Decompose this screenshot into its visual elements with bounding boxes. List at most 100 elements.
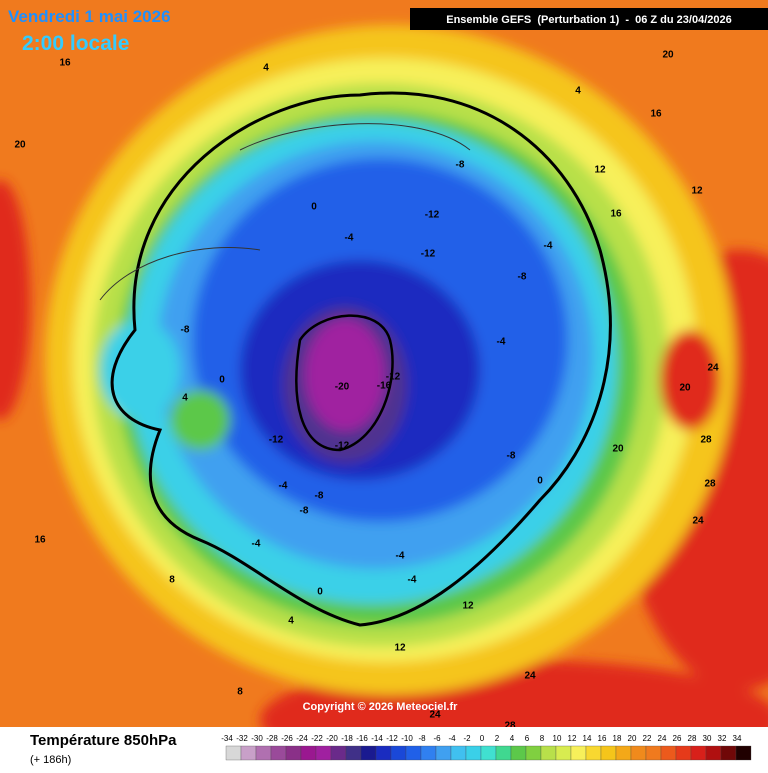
contour-label: 16 [610,209,622,220]
scale-cell [630,745,647,761]
contour-label: -8 [507,451,516,462]
contour-label: -16 [377,381,392,392]
contour-label: 12 [691,186,703,197]
scale-cell [480,745,497,761]
contour-label: -12 [425,210,440,221]
scale-label: 34 [733,734,742,743]
contour-label: 12 [594,165,606,176]
date: Vendredi 1 mai 2026 [8,7,171,26]
contour-label: -4 [252,539,261,550]
scale-cell [735,745,752,761]
local-time: 2:00 locale [22,32,129,55]
scale-cell [615,745,632,761]
scale-label: 26 [673,734,682,743]
scale-label: -24 [296,734,308,743]
contour-label: 16 [59,58,71,69]
scale-cell [705,745,722,761]
contour-label: 12 [462,601,474,612]
contour-label: 4 [182,393,188,404]
contour-label: 28 [704,479,716,490]
scale-cell [330,745,347,761]
contour-label: 8 [169,575,175,586]
model-run: Ensemble GEFS (Perturbation 1) - 06 Z du… [446,14,731,26]
scale-label: -30 [251,734,263,743]
scale-label: -6 [433,734,441,743]
scale-cell [240,745,257,761]
scale-label: 30 [703,734,712,743]
contour-label: 8 [237,687,243,698]
scale-label: 22 [643,734,652,743]
color-scale: -34 -32 -30 -28 -26 -24 -22 -20 -18 -16 -14 -12 -10-… [221,734,752,761]
contour-label: 16 [650,109,662,120]
contour-label: 28 [700,435,712,446]
scale-cell [675,745,692,761]
contour-label: -12 [386,372,401,383]
contour-label: -8 [181,325,190,336]
scale-label: -16 [356,734,368,743]
scale-label: 10 [553,734,562,743]
scale-label: 6 [525,734,530,743]
scale-cell [315,745,332,761]
scale-label: -22 [311,734,323,743]
scale-label: 12 [568,734,577,743]
scale-cell [255,745,272,761]
contour-label: -12 [269,435,284,446]
contour-label: 24 [524,671,536,682]
scale-cell [390,745,407,761]
scale-cell [285,745,302,761]
scale-label: 28 [688,734,697,743]
scale-cell [555,745,572,761]
scale-label: -8 [418,734,426,743]
scale-cell [570,745,587,761]
contour-label: 0 [311,202,317,213]
contour-labels: -20 -16-12-12-12-12-12-8-8-8-8-8-8-4-4-4-… [14,50,719,732]
scale-cell [450,745,467,761]
scale-label: 8 [540,734,545,743]
scale-label: -18 [341,734,353,743]
contour-label: -8 [300,506,309,517]
scale-cell [510,745,527,761]
scale-label: 18 [613,734,622,743]
scale-cell [600,745,617,761]
contour-label: -4 [345,233,354,244]
scale-cell [495,745,512,761]
scale-label: 16 [598,734,607,743]
scale-cell [645,745,662,761]
scale-cell [345,745,362,761]
contour-label: -8 [456,160,465,171]
contour-label: 12 [394,643,406,654]
scale-cell [690,745,707,761]
scale-cell [360,745,377,761]
model-box [410,8,768,30]
scale-label: -12 [386,734,398,743]
scale-cell [405,745,422,761]
scale-label: -10 [401,734,413,743]
scale-cell [540,745,557,761]
scale-cell [300,745,317,761]
contour-label: -20 [335,382,350,393]
scale-label: -20 [326,734,338,743]
scale-label: 32 [718,734,727,743]
scale-label: -4 [448,734,456,743]
contour-label: 20 [14,140,26,151]
scale-label: 20 [628,734,637,743]
scale-label: -32 [236,734,248,743]
scale-cell [660,745,677,761]
scale-label: -34 [221,734,233,743]
contour-label: 24 [707,363,719,374]
contour-label: 24 [692,516,704,527]
contour-label: 20 [662,50,674,61]
contour-label: 16 [34,535,46,546]
contour-label: -4 [544,241,553,252]
scale-cell [525,745,542,761]
contour-label: -12 [421,249,436,260]
legend-title: Température 850hPa [30,732,177,749]
contour-label: 20 [679,383,691,394]
scale-cell [420,745,437,761]
scale-cell [270,745,287,761]
copyright: Copyright © 2026 Meteociel.fr [303,701,459,713]
contour-label: -4 [408,575,417,586]
